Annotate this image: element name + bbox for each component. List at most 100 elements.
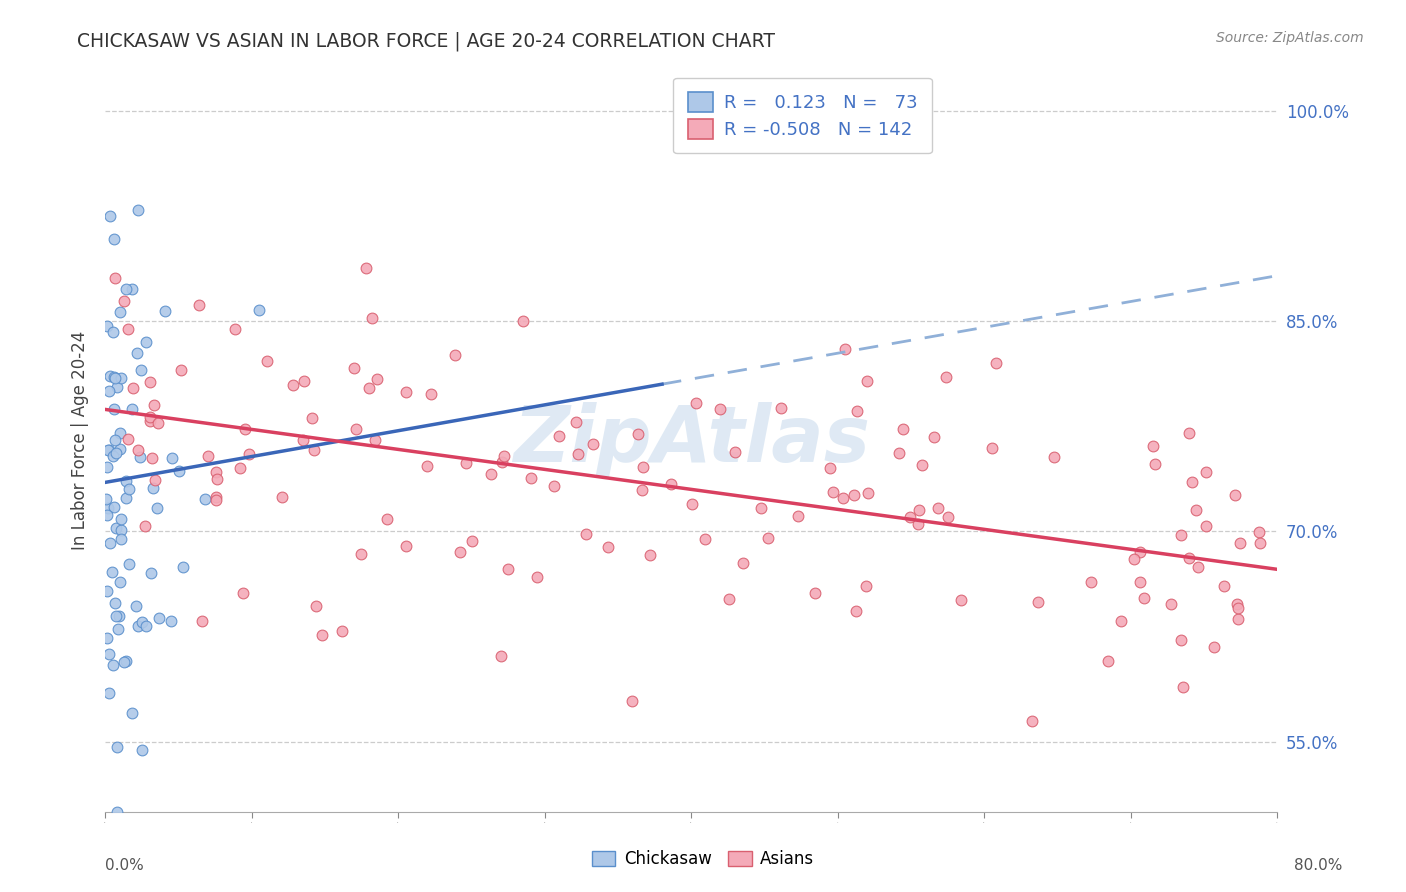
Point <box>122 381 145 395</box>
Point <box>1160 597 1182 611</box>
Point <box>96 492 118 507</box>
Point <box>229 461 252 475</box>
Text: 80.0%: 80.0% <box>1295 858 1343 873</box>
Point <box>96 631 118 645</box>
Point <box>567 447 589 461</box>
Point <box>98 647 121 661</box>
Point <box>205 493 228 508</box>
Point <box>135 334 157 349</box>
Point <box>844 488 866 502</box>
Point <box>96 318 118 333</box>
Point <box>271 490 294 504</box>
Point <box>949 593 972 607</box>
Point <box>1129 544 1152 558</box>
Point <box>103 232 125 246</box>
Point <box>197 449 219 463</box>
Point <box>97 501 120 516</box>
Point <box>96 460 118 475</box>
Point <box>104 271 127 285</box>
Point <box>582 437 605 451</box>
Point <box>127 346 149 360</box>
Point <box>444 348 467 362</box>
Point <box>118 557 141 571</box>
Point <box>97 442 120 457</box>
Point <box>97 686 120 700</box>
Point <box>114 282 136 296</box>
Point <box>834 343 856 357</box>
Point <box>1021 714 1043 729</box>
Point <box>596 540 619 554</box>
Point <box>717 591 740 606</box>
Point <box>343 361 366 376</box>
Point <box>235 422 257 436</box>
Point <box>103 500 125 514</box>
Point <box>936 510 959 524</box>
Point <box>142 398 165 412</box>
Point <box>512 313 534 327</box>
Point <box>98 536 121 550</box>
Point <box>292 375 315 389</box>
Point <box>98 384 121 399</box>
Point <box>346 422 368 436</box>
Point <box>190 614 212 628</box>
Point <box>139 376 162 390</box>
Point <box>141 450 163 465</box>
Point <box>127 619 149 633</box>
Point <box>911 458 934 472</box>
Point <box>207 472 229 486</box>
Point <box>846 404 869 418</box>
Point <box>377 511 399 525</box>
Point <box>117 482 139 496</box>
Point <box>927 501 949 516</box>
Point <box>128 450 150 464</box>
Point <box>188 297 211 311</box>
Point <box>709 402 731 417</box>
Point <box>148 611 170 625</box>
Point <box>160 614 183 628</box>
Y-axis label: In Labor Force | Age 20-24: In Labor Force | Age 20-24 <box>72 331 89 549</box>
Point <box>935 370 957 384</box>
Point <box>1097 654 1119 668</box>
Point <box>1180 475 1202 490</box>
Point <box>98 442 121 457</box>
Point <box>153 304 176 318</box>
Point <box>575 527 598 541</box>
Point <box>146 416 169 430</box>
Point <box>416 459 439 474</box>
Point <box>1170 632 1192 647</box>
Point <box>821 484 844 499</box>
Point <box>108 574 131 589</box>
Point <box>756 531 779 545</box>
Point <box>395 539 418 553</box>
Point <box>1223 488 1246 502</box>
Point <box>1109 614 1132 628</box>
Point <box>526 570 548 584</box>
Point <box>547 428 569 442</box>
Point <box>770 401 793 416</box>
Point <box>143 473 166 487</box>
Point <box>786 508 808 523</box>
Point <box>1247 524 1270 539</box>
Point <box>1178 426 1201 441</box>
Point <box>858 486 880 500</box>
Point <box>887 446 910 460</box>
Point <box>105 805 128 819</box>
Point <box>1213 579 1236 593</box>
Point <box>898 510 921 524</box>
Point <box>1204 640 1226 655</box>
Point <box>103 401 125 416</box>
Point <box>104 609 127 624</box>
Text: ZipAtlas: ZipAtlas <box>513 402 870 478</box>
Point <box>160 451 183 466</box>
Point <box>1170 528 1192 542</box>
Point <box>131 743 153 757</box>
Point <box>1042 450 1064 464</box>
Point <box>131 362 153 376</box>
Point <box>804 586 827 600</box>
Point <box>101 565 124 579</box>
Point <box>305 599 328 613</box>
Point <box>1026 595 1049 609</box>
Point <box>494 449 516 463</box>
Point <box>564 415 586 429</box>
Point <box>366 372 388 386</box>
